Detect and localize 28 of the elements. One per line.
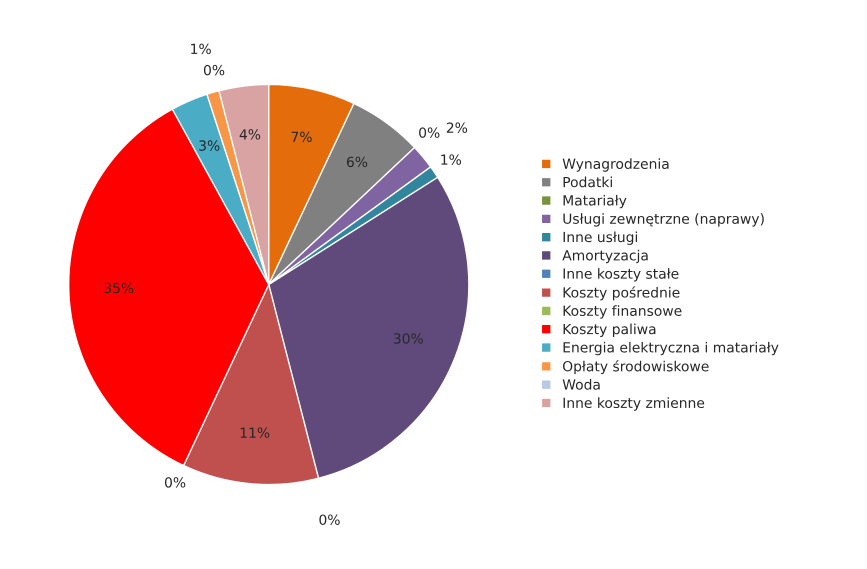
data-label: 6% bbox=[346, 156, 368, 168]
data-label: 30% bbox=[394, 333, 423, 344]
text: 0% bbox=[419, 127, 440, 138]
data-label: 7% bbox=[292, 132, 312, 142]
legend-label: Matariały bbox=[564, 194, 626, 208]
text: 0% bbox=[164, 477, 186, 488]
data-label: 11% bbox=[240, 427, 270, 438]
data-label: 35% bbox=[104, 282, 134, 294]
text: 0% bbox=[319, 514, 340, 525]
legend-label: Amortyzacja bbox=[562, 250, 648, 264]
legend-label: Inne koszty stałe bbox=[564, 268, 678, 282]
data-label: 2% bbox=[446, 122, 468, 133]
data-label: 4% bbox=[240, 129, 260, 140]
legend-label: Koszty pośrednie bbox=[564, 286, 680, 300]
legend-label: Opłaty środowiskowe bbox=[562, 360, 709, 374]
legend-label: Energia elektryczna i matariały bbox=[564, 342, 779, 356]
legend-label: Usługi zewnętrzne (naprawy) bbox=[563, 213, 764, 227]
legend-label: Podatki bbox=[564, 176, 612, 188]
legend-label: Inne usługi bbox=[564, 231, 638, 245]
legend-label: Woda bbox=[562, 379, 600, 390]
data-label: 1% bbox=[191, 44, 211, 54]
legend-label: Koszty paliwa bbox=[564, 324, 656, 337]
data-label: 3% bbox=[199, 140, 220, 151]
legend-label: Wynagrodzenia bbox=[562, 158, 668, 172]
legend-label: Koszty finansowe bbox=[564, 305, 682, 319]
legend-label: Inne koszty zmienne bbox=[564, 397, 704, 411]
data-label: 1% bbox=[441, 154, 462, 165]
text: 0% bbox=[204, 64, 224, 76]
